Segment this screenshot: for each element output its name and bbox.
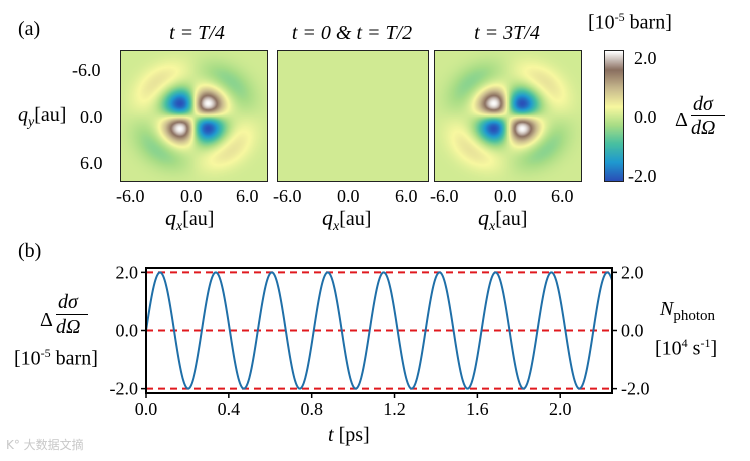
x-tick-label: 0.0 (135, 399, 158, 419)
y-tick-label-right: 0.0 (621, 321, 644, 341)
y-tick-label-right: 2.0 (621, 262, 644, 282)
x-tick-label: 1.2 (383, 399, 406, 419)
panel-a-label: (a) (18, 18, 41, 40)
series-line (145, 271, 613, 390)
heatmap-xtick: 6.0 (236, 186, 259, 206)
heatmap-t-zero (277, 50, 429, 182)
x-tick-label: 0.8 (300, 399, 323, 419)
heatmap-xtick: 6.0 (395, 186, 418, 206)
heatmap-xtick: 0.0 (180, 186, 203, 206)
watermark: K° 大数据文摘 (6, 438, 84, 452)
heatmap-ylabel: qy[au] (18, 104, 67, 130)
heatmap-title-3: t = 3T/4 (474, 22, 540, 44)
heatmap-xtick: 0.0 (337, 186, 360, 206)
heatmap-title-1: t = T/4 (169, 22, 225, 44)
colorbar-tick: 0.0 (634, 107, 657, 127)
heatmap-xlabel-2: qx[au] (322, 205, 372, 234)
heatmap-xtick: 0.0 (494, 186, 517, 206)
colorbar-tick: -2.0 (628, 166, 657, 186)
x-tick-label: 2.0 (549, 399, 572, 419)
lineplot-left-unit: [10-5 barn] (14, 346, 98, 370)
x-tick-label: 1.6 (466, 399, 489, 419)
heatmap-xtick: 6.0 (551, 186, 574, 206)
heatmap-ytick: 0.0 (80, 107, 103, 127)
lineplot-right-ylabel: Nphoton (660, 298, 716, 324)
heatmap-xtick: -6.0 (273, 186, 302, 206)
y-tick-label-left: 2.0 (116, 262, 139, 282)
heatmap-t-quarter (120, 50, 268, 182)
y-tick-label-left: 0.0 (116, 321, 139, 341)
y-tick-label-right: -2.0 (621, 379, 650, 399)
lineplot-right-unit: [104 s-1] (655, 336, 718, 360)
heatmap-xtick: -6.0 (116, 186, 145, 206)
heatmap-ytick: 6.0 (80, 153, 103, 173)
colorbar-unit: [10-5 barn] (588, 10, 672, 34)
heatmap-t-three-quarter (434, 50, 582, 182)
lineplot-xlabel: t [ps] (328, 424, 370, 446)
heatmap-xlabel-1: qx[au] (165, 205, 215, 234)
y-tick-label-left: -2.0 (110, 379, 139, 399)
x-tick-label: 0.4 (218, 399, 241, 419)
panel-b-label: (b) (18, 240, 42, 262)
heatmap-xlabel-3: qx[au] (478, 205, 528, 234)
heatmap-title-2: t = 0 & t = T/2 (291, 22, 413, 44)
colorbar (604, 50, 624, 182)
heatmap-xtick: -6.0 (430, 186, 459, 206)
colorbar-tick: 2.0 (634, 48, 657, 68)
heatmap-ytick: -6.0 (72, 60, 101, 80)
